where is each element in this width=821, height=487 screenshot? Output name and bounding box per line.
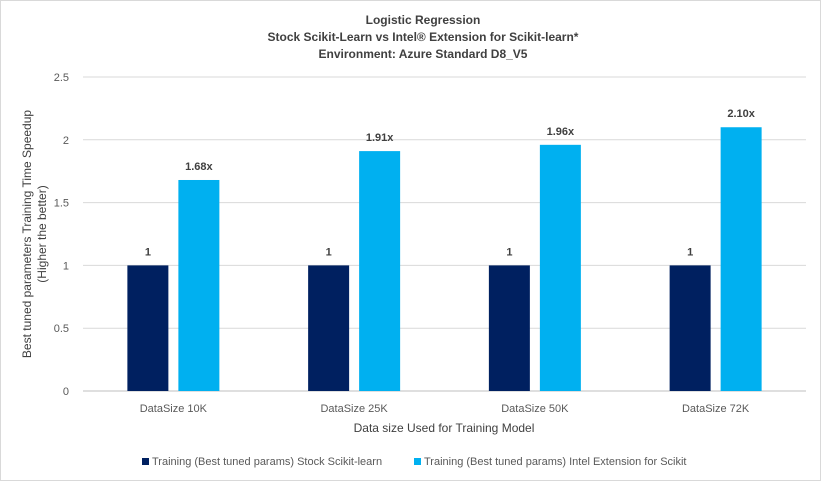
legend-label: Training (Best tuned params) Stock Sciki… [152, 456, 382, 468]
chart-title: Logistic Regression Stock Scikit-Learn vs… [268, 13, 579, 61]
bar-intel-1 [359, 151, 401, 391]
y-axis-label: Best tuned parameters Training Time Spee… [20, 110, 49, 358]
legend-item-stock: Training (Best tuned params) Stock Sciki… [142, 456, 382, 468]
bar-stock-1 [308, 265, 350, 391]
y-axis-ticks: 0 0.5 1 1.5 2 2.5 [54, 72, 69, 398]
bar-stock-3 [669, 265, 711, 391]
legend-swatch [414, 458, 421, 465]
bars [127, 127, 762, 392]
chart-title-line: Logistic Regression [366, 13, 481, 27]
chart-title-line: Environment: Azure Standard D8_V5 [319, 47, 528, 61]
x-tick-label: DataSize 10K [140, 403, 208, 415]
legend-swatch [142, 458, 149, 465]
x-tick-label: DataSize 50K [501, 403, 569, 415]
data-label: 1 [506, 246, 512, 258]
legend-item-intel: Training (Best tuned params) Intel Exten… [414, 456, 687, 468]
y-axis-label-text: Best tuned parameters Training Time Spee… [20, 110, 49, 358]
y-tick-label: 2 [63, 135, 69, 147]
x-axis-label: Data size Used for Training Model [354, 421, 535, 435]
x-axis-ticks: DataSize 10K DataSize 25K DataSize 50K Data… [140, 403, 750, 415]
bar-stock-0 [127, 265, 169, 391]
y-tick-label: 1 [63, 260, 69, 272]
data-label: 1.96x [547, 126, 575, 138]
bar-intel-2 [539, 144, 581, 391]
bar-intel-0 [178, 179, 220, 391]
data-label: 2.10x [727, 108, 755, 120]
y-tick-label: 0.5 [54, 323, 69, 335]
y-axis-label-line: (Higher the better) [35, 185, 49, 282]
data-label: 1 [145, 246, 151, 258]
legend-label: Training (Best tuned params) Intel Exten… [424, 456, 687, 468]
y-axis-label-line: Best tuned parameters Training Time Spee… [20, 110, 34, 358]
bar-intel-3 [720, 127, 762, 392]
y-tick-label: 0 [63, 386, 69, 398]
y-tick-label: 1.5 [54, 198, 69, 210]
legend: Training (Best tuned params) Stock Sciki… [142, 456, 687, 468]
data-label: 1.91x [366, 132, 394, 144]
data-label: 1.68x [185, 161, 213, 173]
y-tick-label: 2.5 [54, 72, 69, 84]
data-labels: 1 1.68x 1 1.91x 1 1.96x 1 2.10x [145, 108, 756, 258]
chart-title-line: Stock Scikit-Learn vs Intel® Extension f… [268, 30, 579, 44]
data-label: 1 [326, 246, 332, 258]
x-tick-label: DataSize 25K [320, 403, 388, 415]
data-label: 1 [687, 246, 693, 258]
bar-stock-2 [488, 265, 530, 391]
x-tick-label: DataSize 72K [682, 403, 750, 415]
